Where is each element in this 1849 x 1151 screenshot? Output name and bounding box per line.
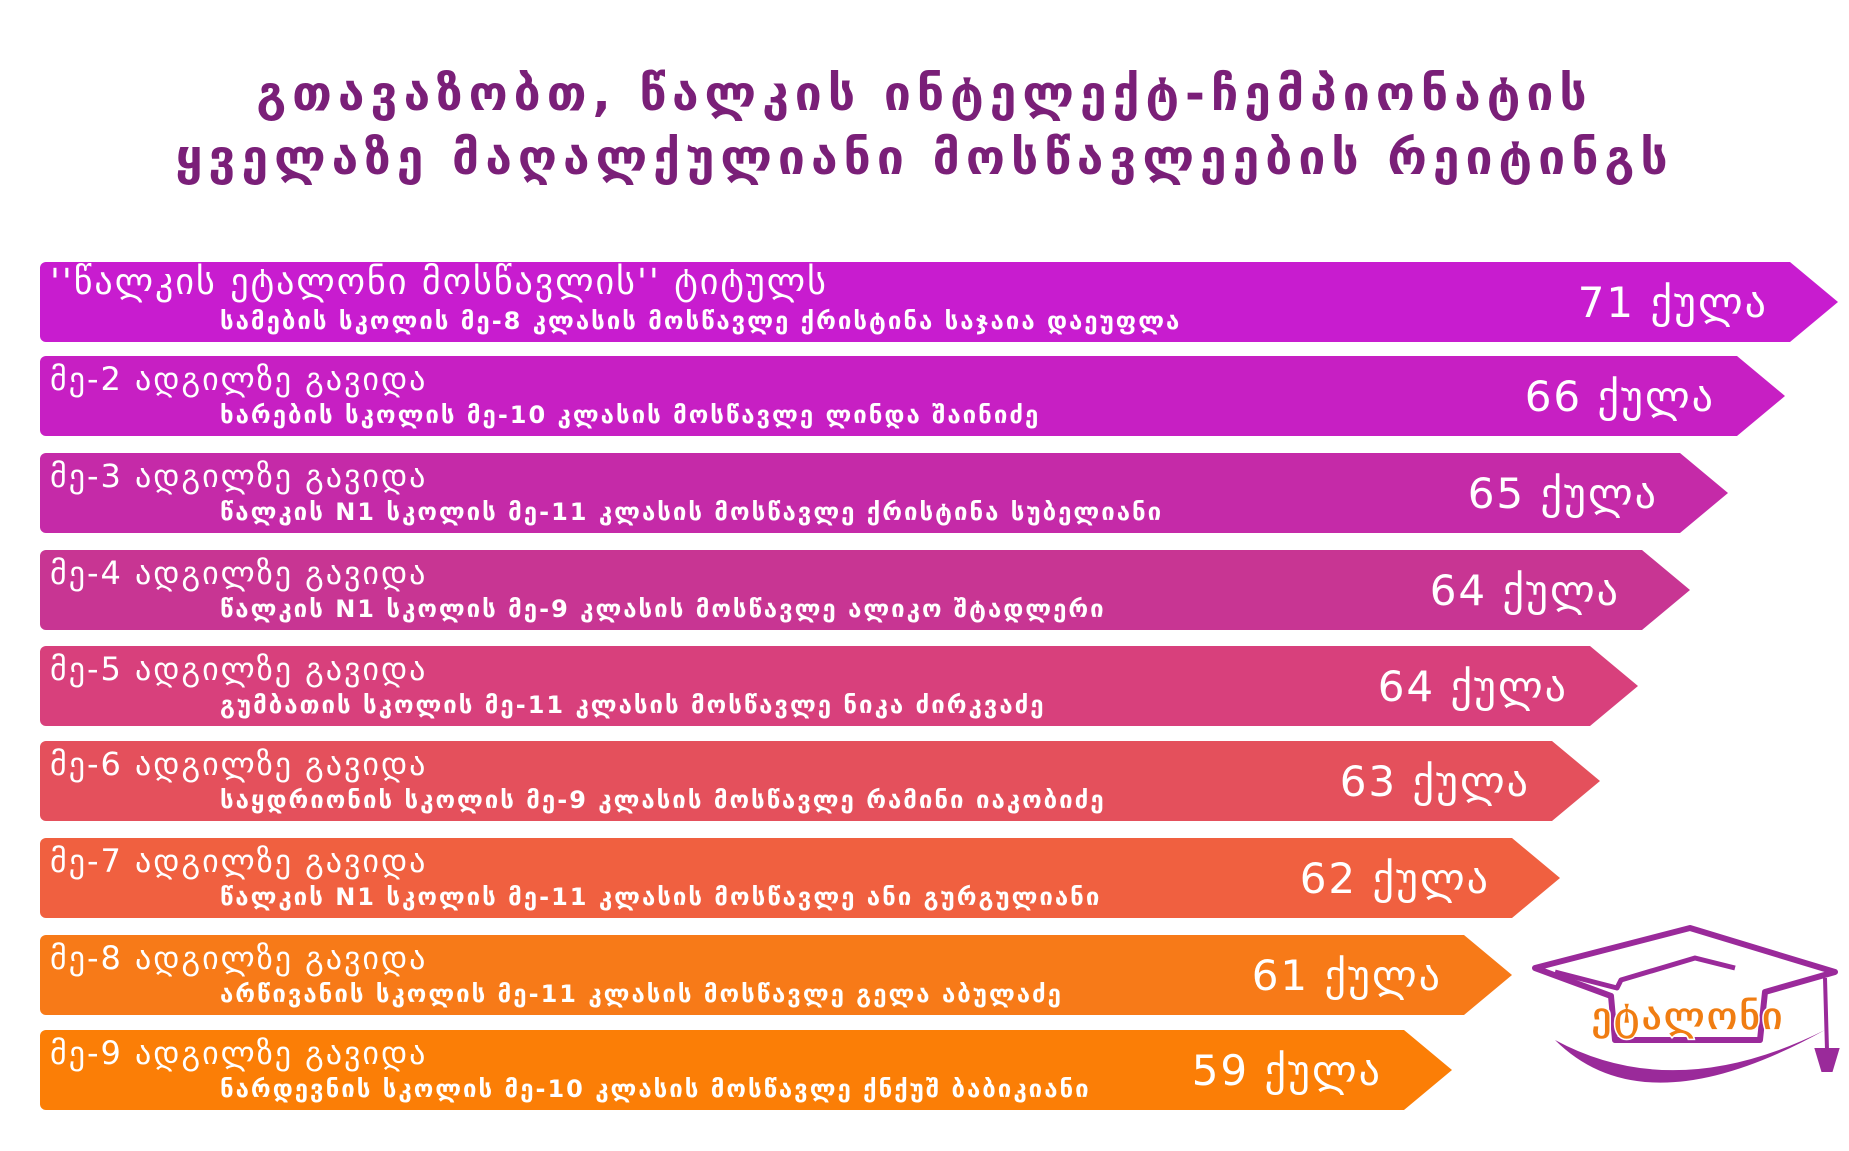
score-value: 66 ქულა (1524, 372, 1715, 421)
graduation-cap-icon: ეტალონი (1532, 925, 1840, 1083)
logo: ეტალონი (1525, 920, 1845, 1120)
score-value: 63 ქულა (1339, 757, 1530, 806)
student-info: წალკის N1 სკოლის მე-11 კლასის მოსწავლე ქ… (220, 498, 1164, 526)
student-info: სამების სკოლის მე-8 კლასის მოსწავლე ქრის… (220, 307, 1182, 335)
score-value: 65 ქულა (1467, 469, 1658, 518)
place-label: მე-5 ადგილზე გავიდა (50, 650, 428, 688)
student-info: საყდრიონის სკოლის მე-9 კლასის მოსწავლე რ… (220, 786, 1106, 814)
place-label: მე-6 ადგილზე გავიდა (50, 745, 428, 783)
place-label: მე-9 ადგილზე გავიდა (50, 1034, 428, 1072)
place-label: მე-4 ადგილზე გავიდა (50, 554, 428, 592)
headline-line-2: ყველაზე მაღალქულიანი მოსწავლეების რეიტინ… (175, 130, 1674, 186)
score-value: 61 ქულა (1251, 951, 1442, 1000)
student-info: ნარდევნის სკოლის მე-10 კლასის მოსწავლე ქ… (220, 1075, 1091, 1103)
student-info: გუმბათის სკოლის მე-11 კლასის მოსწავლე ნი… (220, 691, 1046, 719)
score-value: 64 ქულა (1377, 662, 1568, 711)
score-value: 59 ქულა (1191, 1046, 1382, 1095)
ranking-banner: მე-6 ადგილზე გავიდა საყდრიონის სკოლის მე… (40, 741, 1600, 821)
page-headline: გთავაზობთ, წალკის ინტელექტ-ჩემპიონატის ყ… (0, 62, 1849, 190)
student-info: ხარების სკოლის მე-10 კლასის მოსწავლე ლინ… (220, 401, 1041, 429)
student-info: არწივანის სკოლის მე-11 კლასის მოსწავლე გ… (220, 980, 1063, 1008)
student-info: წალკის N1 სკოლის მე-9 კლასის მოსწავლე ალ… (220, 595, 1106, 623)
ranking-banner: მე-7 ადგილზე გავიდა წალკის N1 სკოლის მე-… (40, 838, 1560, 918)
score-value: 71 ქულა (1577, 278, 1768, 327)
place-label: მე-8 ადგილზე გავიდა (50, 939, 428, 977)
place-label: ''წალკის ეტალონი მოსწავლის'' ტიტულს (50, 262, 828, 303)
place-label: მე-7 ადგილზე გავიდა (50, 842, 428, 880)
score-value: 64 ქულა (1429, 566, 1620, 615)
place-label: მე-3 ადგილზე გავიდა (50, 457, 428, 495)
ranking-banner: ''წალკის ეტალონი მოსწავლის'' ტიტულს სამე… (40, 262, 1838, 342)
ranking-banner: მე-8 ადგილზე გავიდა არწივანის სკოლის მე-… (40, 935, 1512, 1015)
score-value: 62 ქულა (1299, 854, 1490, 903)
ranking-banner: მე-3 ადგილზე გავიდა წალკის N1 სკოლის მე-… (40, 453, 1728, 533)
ranking-banner: მე-4 ადგილზე გავიდა წალკის N1 სკოლის მე-… (40, 550, 1690, 630)
place-label: მე-2 ადგილზე გავიდა (50, 360, 428, 398)
ranking-banner: მე-9 ადგილზე გავიდა ნარდევნის სკოლის მე-… (40, 1030, 1452, 1110)
student-info: წალკის N1 სკოლის მე-11 კლასის მოსწავლე ა… (220, 883, 1102, 911)
ranking-banner: მე-2 ადგილზე გავიდა ხარების სკოლის მე-10… (40, 356, 1785, 436)
ranking-banner: მე-5 ადგილზე გავიდა გუმბათის სკოლის მე-1… (40, 646, 1638, 726)
headline-line-1: გთავაზობთ, წალკის ინტელექტ-ჩემპიონატის (256, 66, 1593, 122)
logo-text: ეტალონი (1590, 994, 1783, 1040)
